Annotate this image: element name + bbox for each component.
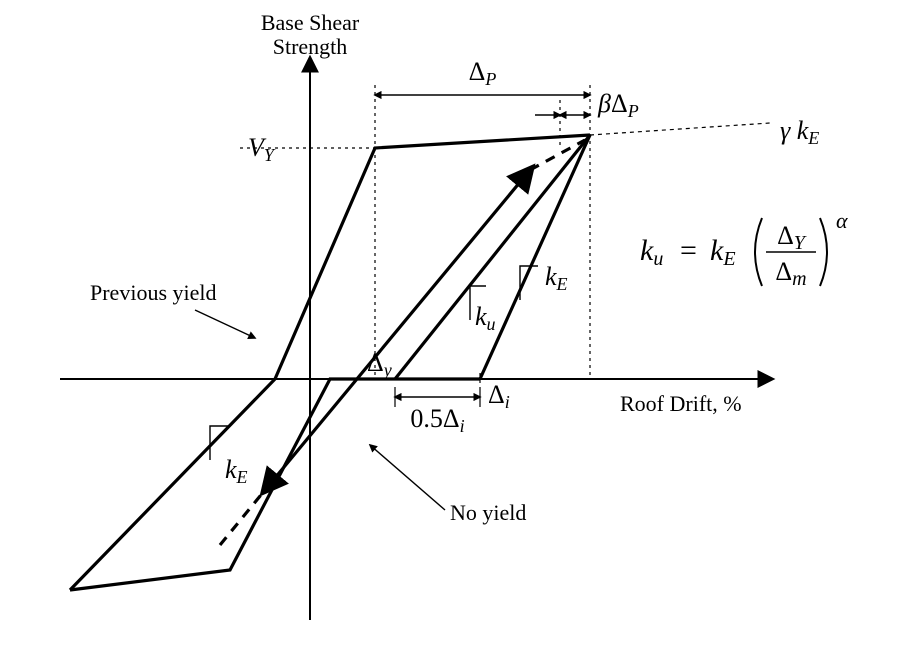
svg-text:βΔP: βΔP (597, 89, 639, 121)
x-axis-label: Roof Drift, % (620, 391, 742, 416)
svg-text:=: = (680, 234, 697, 267)
svg-text:α: α (836, 208, 848, 233)
y-axis-label: Base Shear (261, 10, 360, 35)
svg-text:ΔP: ΔP (469, 57, 497, 89)
svg-text:VY: VY (248, 133, 276, 165)
svg-text:Δm: Δm (775, 257, 806, 290)
y-axis-label: Strength (273, 34, 348, 59)
svg-text:0.5Δi: 0.5Δi (410, 404, 464, 436)
svg-text:ku: ku (475, 302, 496, 334)
svg-text:Δy: Δy (367, 348, 392, 380)
svg-text:ΔY: ΔY (777, 221, 807, 254)
svg-text:Previous yield: Previous yield (90, 280, 217, 305)
svg-text:kE: kE (225, 455, 248, 487)
svg-text:ku: ku (640, 234, 663, 270)
svg-text:No yield: No yield (450, 500, 526, 525)
svg-text:Δi: Δi (488, 380, 510, 412)
svg-text:γ kE: γ kE (780, 116, 819, 148)
svg-text:kE: kE (710, 234, 736, 270)
svg-text:kE: kE (545, 262, 568, 294)
formula: ku = kE ΔYΔm α (640, 208, 848, 290)
